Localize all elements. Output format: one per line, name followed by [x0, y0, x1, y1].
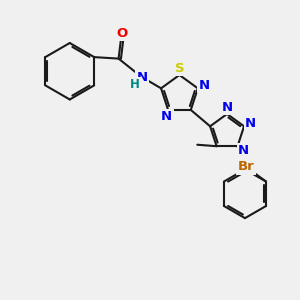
Text: O: O — [116, 27, 127, 40]
Text: N: N — [161, 110, 172, 123]
Text: N: N — [136, 71, 148, 84]
Text: N: N — [199, 79, 210, 92]
Text: N: N — [222, 101, 233, 114]
Text: S: S — [175, 62, 185, 75]
Text: H: H — [129, 78, 139, 91]
Text: N: N — [238, 144, 249, 157]
Text: Br: Br — [238, 160, 255, 173]
Text: N: N — [245, 117, 256, 130]
